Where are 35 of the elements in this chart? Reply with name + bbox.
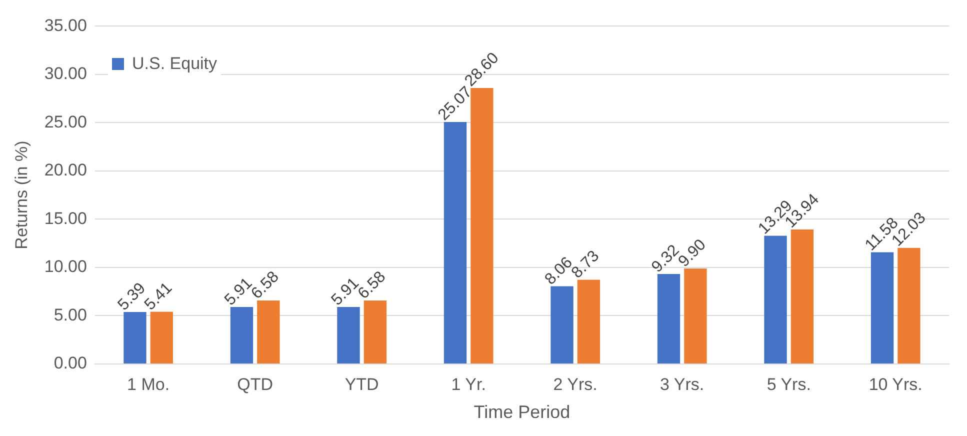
bar [684, 268, 707, 364]
y-tick-label: 25.00 [44, 112, 87, 132]
bar [790, 229, 814, 364]
bar [257, 300, 280, 364]
x-tick-label: 3 Yrs. [660, 374, 704, 394]
bar [124, 312, 146, 364]
y-tick-label: 0.00 [54, 354, 87, 373]
x-tick-label: 1 Mo. [127, 374, 170, 394]
bar [550, 286, 574, 364]
legend-label: U.S. Equity [132, 54, 218, 74]
x-tick-label: 2 Yrs. [553, 374, 598, 394]
y-tick-label: 5.00 [54, 305, 87, 324]
y-tick-label: 20.00 [44, 160, 87, 180]
y-tick-label: 35.00 [44, 16, 87, 35]
y-tick-label: 30.00 [44, 64, 87, 84]
bar [898, 248, 920, 364]
bar [337, 306, 360, 364]
bar [577, 280, 600, 364]
x-tick-label: YTD [344, 374, 379, 394]
y-axis-title: Returns (in %) [12, 140, 31, 250]
bar [764, 236, 787, 364]
bar [444, 122, 467, 364]
x-tick-label: 5 Yrs. [766, 374, 811, 394]
x-tick-label: 1 Yr. [451, 374, 486, 394]
bar [657, 274, 680, 364]
y-tick-label: 10.00 [44, 257, 87, 276]
x-tick-label: QTD [237, 374, 274, 394]
bar [470, 88, 494, 364]
x-axis-title: Time Period [474, 402, 570, 422]
y-tick-label: 15.00 [44, 208, 87, 228]
bar [230, 306, 254, 364]
bar [150, 312, 174, 364]
x-tick-label: 10 Yrs. [868, 374, 922, 394]
bar [364, 300, 387, 364]
bar [870, 252, 894, 364]
